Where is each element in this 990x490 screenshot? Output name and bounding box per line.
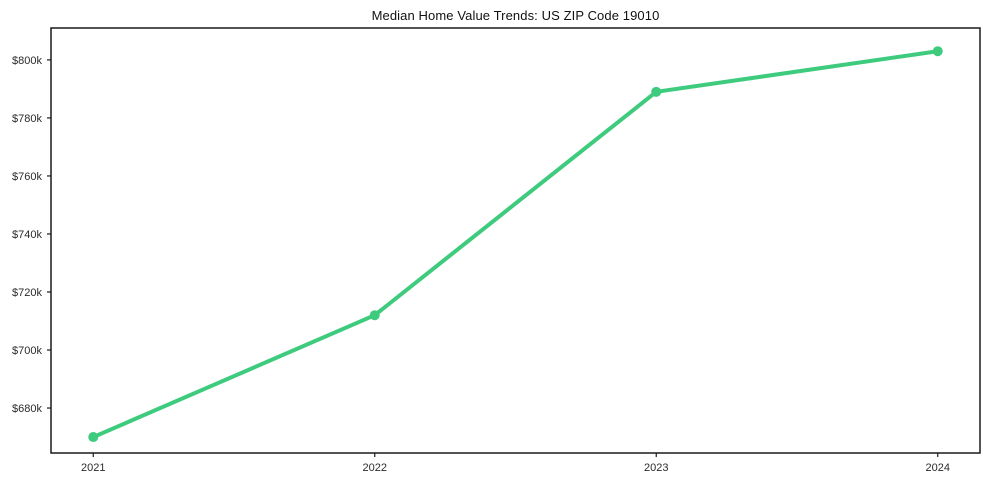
y-axis-tick-label: $740k [12, 229, 42, 241]
data-point-marker [932, 46, 943, 57]
trend-line [91, 49, 940, 440]
y-axis-tick-label: $760k [12, 171, 42, 183]
plot-border [50, 27, 981, 454]
y-axis-tick-label: $700k [12, 345, 42, 357]
x-axis-tick-label: 2024 [925, 462, 949, 474]
x-axis-tick-label: 2022 [363, 462, 387, 474]
y-axis-tick-label: $720k [12, 287, 42, 299]
chart-title: Median Home Value Trends: US ZIP Code 19… [371, 8, 660, 23]
data-point-marker [369, 310, 380, 321]
y-axis-tick-label: $800k [12, 55, 42, 67]
data-point-marker [651, 86, 662, 97]
y-axis-tick-label: $780k [12, 113, 42, 125]
data-point-marker [88, 432, 99, 443]
y-axis-tick-label: $680k [12, 403, 42, 415]
x-axis-tick-label: 2023 [644, 462, 668, 474]
x-axis-tick-label: 2021 [81, 462, 105, 474]
